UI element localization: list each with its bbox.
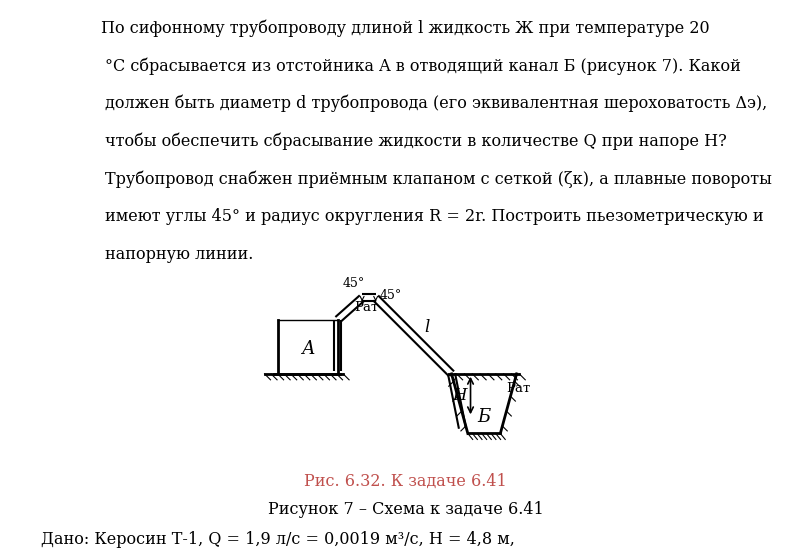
- Text: °С сбрасывается из отстойника A в отводящий канал Б (рисунок 7). Какой: °С сбрасывается из отстойника A в отводя…: [105, 57, 741, 75]
- Text: По сифонному трубопроводу длиной l жидкость Ж при температуре 20: По сифонному трубопроводу длиной l жидко…: [101, 20, 710, 37]
- Text: имеют углы 45° и радиус округления R = 2r. Построить пьезометрическую и: имеют углы 45° и радиус округления R = 2…: [105, 208, 764, 225]
- Text: 45°: 45°: [343, 277, 365, 290]
- Text: Дано: Керосин Т-1, Q = 1,9 л/с = 0,0019 м³/с, H = 4,8 м,: Дано: Керосин Т-1, Q = 1,9 л/с = 0,0019 …: [41, 531, 514, 549]
- Text: Н: Н: [452, 387, 466, 404]
- Text: Рат: Рат: [506, 382, 530, 395]
- Text: Рат: Рат: [354, 301, 378, 314]
- Text: Б: Б: [478, 408, 491, 426]
- Text: Трубопровод снабжен приёмным клапаном с сеткой (ζк), а плавные повороты: Трубопровод снабжен приёмным клапаном с …: [105, 170, 772, 187]
- Text: чтобы обеспечить сбрасывание жидкости в количестве Q при напоре Н?: чтобы обеспечить сбрасывание жидкости в …: [105, 132, 727, 150]
- Text: напорную линии.: напорную линии.: [105, 246, 254, 262]
- Text: А: А: [301, 340, 315, 358]
- Text: Рис. 6.32. К задаче 6.41: Рис. 6.32. К задаче 6.41: [304, 473, 507, 489]
- Text: Рисунок 7 – Схема к задаче 6.41: Рисунок 7 – Схема к задаче 6.41: [268, 501, 543, 518]
- Text: 45°: 45°: [380, 288, 402, 302]
- Text: l: l: [424, 319, 430, 336]
- Text: должен быть диаметр d трубопровода (его эквивалентная шероховатость Δэ),: должен быть диаметр d трубопровода (его …: [105, 95, 768, 112]
